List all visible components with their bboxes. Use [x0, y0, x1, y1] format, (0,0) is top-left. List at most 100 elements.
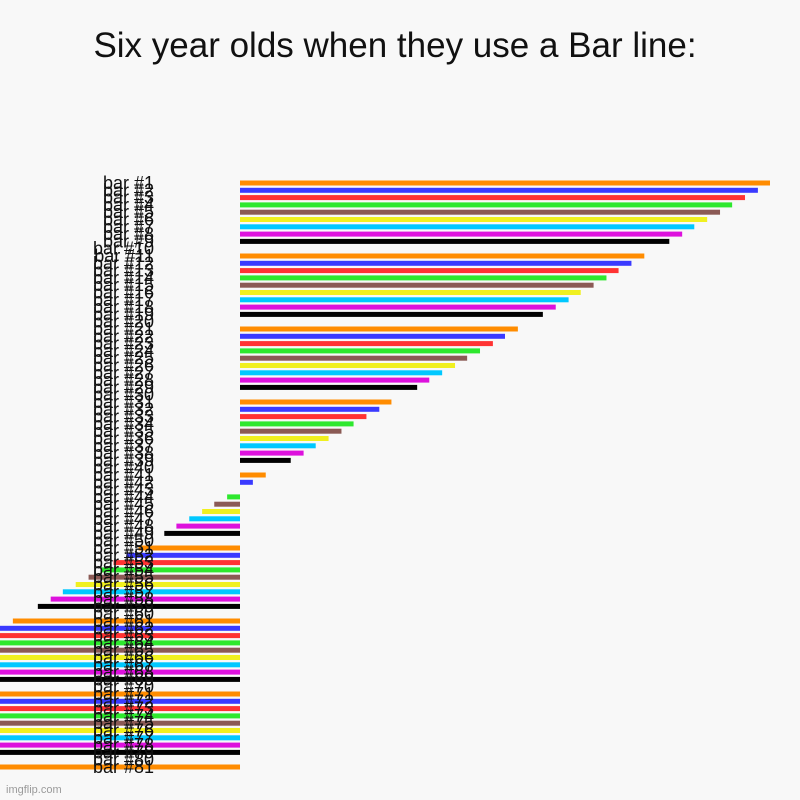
bar — [240, 457, 291, 463]
bar — [240, 363, 456, 368]
bar — [240, 436, 329, 441]
category-label: bar #13 — [93, 261, 154, 281]
bar — [240, 217, 708, 222]
category-label: bar #59 — [93, 596, 154, 616]
bar — [100, 567, 240, 573]
bar — [88, 574, 240, 580]
bar — [240, 326, 518, 332]
category-label: bar #81 — [93, 757, 154, 777]
category-label: bar #71 — [93, 684, 154, 704]
category-label: bar #39 — [93, 450, 154, 470]
bar — [240, 238, 670, 244]
bar — [0, 647, 240, 653]
category-label: bar #51 — [93, 538, 154, 558]
bar — [240, 202, 733, 208]
bar — [240, 341, 493, 347]
bar — [189, 516, 240, 522]
bar — [240, 195, 746, 201]
category-label: bar #47 — [93, 509, 154, 529]
category-label: bar #8 — [103, 224, 154, 244]
bar — [240, 253, 645, 259]
category-label: bar #7 — [103, 217, 154, 237]
bar — [0, 728, 240, 733]
category-label: bar #32 — [93, 399, 154, 419]
bar — [240, 333, 505, 339]
category-label: bar #65 — [93, 640, 154, 660]
bar — [0, 764, 240, 770]
bar — [138, 545, 240, 551]
category-label: bar #62 — [93, 618, 154, 638]
category-label: bar #33 — [93, 407, 154, 427]
category-label: bar #61 — [93, 611, 154, 631]
category-label: bar #76 — [93, 721, 154, 741]
category-label: bar #40 — [93, 458, 154, 478]
category-label: bar #4 — [103, 195, 154, 215]
category-label: bar #9 — [103, 231, 154, 251]
category-label: bar #78 — [93, 735, 154, 755]
bar — [0, 640, 240, 646]
bar — [176, 523, 240, 529]
bar — [240, 406, 380, 412]
category-label: bar #63 — [93, 626, 154, 646]
category-label: bar #25 — [93, 348, 154, 368]
category-label: bar #35 — [93, 421, 154, 441]
bar — [113, 560, 240, 566]
category-label: bar #73 — [93, 699, 154, 719]
category-label: bar #17 — [93, 290, 154, 310]
category-label: bar #53 — [93, 553, 154, 573]
bar — [240, 450, 304, 456]
bar — [240, 297, 569, 303]
category-label: bar #66 — [93, 648, 154, 668]
bar — [240, 209, 721, 215]
bar — [240, 282, 594, 288]
category-label: bar #1 — [103, 173, 154, 193]
bar — [240, 421, 354, 427]
category-label: bar #34 — [93, 414, 154, 434]
category-label: bar #15 — [93, 275, 154, 295]
category-label: bar #31 — [93, 392, 154, 412]
category-label: bar #11 — [94, 246, 154, 266]
bar — [240, 414, 367, 420]
category-label: bar #12 — [93, 253, 154, 273]
category-label: bar #46 — [93, 502, 154, 522]
category-label: bar #6 — [103, 210, 154, 230]
bar — [0, 655, 240, 660]
category-label: bar #29 — [93, 377, 154, 397]
category-label: bar #28 — [93, 370, 154, 390]
bar — [50, 596, 241, 602]
category-label: bar #22 — [93, 326, 154, 346]
bar — [240, 355, 468, 361]
category-label: bar #52 — [93, 545, 154, 565]
chart-title: Six year olds when they use a Bar line: — [93, 26, 697, 65]
category-label: bar #80 — [93, 750, 154, 770]
bar — [202, 509, 240, 514]
bar — [240, 443, 316, 449]
category-label: bar #55 — [93, 567, 154, 587]
bar — [240, 260, 632, 266]
bar — [0, 698, 240, 704]
bar — [240, 472, 266, 478]
category-label: bar #41 — [93, 465, 154, 485]
category-label: bar #68 — [93, 662, 154, 682]
category-label: bar #70 — [93, 677, 154, 697]
bar — [240, 268, 619, 274]
bar — [240, 348, 481, 354]
category-label: bar #75 — [93, 713, 154, 733]
category-label: bar #21 — [93, 319, 154, 339]
bar — [37, 603, 241, 609]
bar — [0, 662, 240, 668]
bar — [240, 479, 253, 485]
bar — [0, 669, 241, 675]
category-label: bar #48 — [93, 516, 154, 536]
category-label: bar #18 — [93, 297, 154, 317]
bar — [75, 582, 240, 587]
bar — [214, 501, 240, 507]
bar — [240, 187, 758, 193]
category-label: bar #74 — [93, 706, 154, 726]
bar — [0, 633, 240, 639]
bar — [0, 720, 240, 726]
category-label: bar #37 — [93, 436, 154, 456]
bar — [240, 275, 607, 281]
